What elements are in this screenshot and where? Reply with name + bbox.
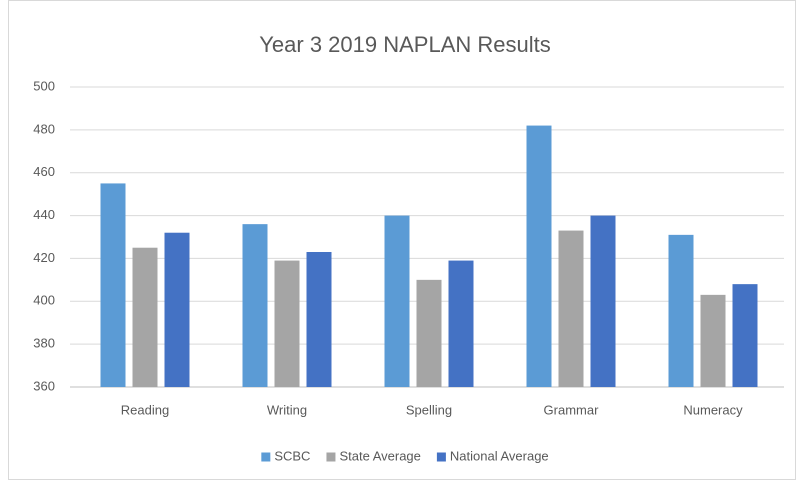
- y-tick-label: 480: [33, 121, 55, 136]
- bar: [242, 224, 268, 387]
- legend-swatch: [326, 452, 336, 462]
- legend-swatch: [436, 452, 446, 462]
- y-tick-label: 460: [33, 164, 55, 179]
- bar: [526, 125, 552, 388]
- legend-swatch: [261, 452, 271, 462]
- bar: [274, 260, 300, 387]
- x-tick-label: Spelling: [406, 402, 452, 417]
- legend-label: State Average: [339, 448, 420, 463]
- x-tick-label: Numeracy: [683, 402, 743, 417]
- y-tick-label: 420: [33, 250, 55, 265]
- y-tick-label: 360: [33, 378, 55, 393]
- legend-label: National Average: [450, 448, 549, 463]
- bar: [700, 294, 726, 387]
- legend-label: SCBC: [274, 448, 310, 463]
- bar: [384, 215, 410, 387]
- y-tick-label: 400: [33, 293, 55, 308]
- bar: [100, 183, 126, 387]
- bar: [732, 284, 758, 387]
- bar: [558, 230, 584, 387]
- bar: [164, 232, 190, 387]
- bar: [590, 215, 616, 387]
- bar: [448, 260, 474, 387]
- bar: [416, 279, 442, 387]
- x-tick-label: Writing: [267, 402, 307, 417]
- x-tick-label: Grammar: [544, 402, 600, 417]
- x-tick-label: Reading: [121, 402, 169, 417]
- chart-title: Year 3 2019 NAPLAN Results: [259, 32, 550, 57]
- bar: [668, 234, 694, 387]
- y-tick-label: 380: [33, 336, 55, 351]
- y-tick-label: 440: [33, 207, 55, 222]
- y-tick-label: 500: [33, 78, 55, 93]
- bar: [306, 252, 332, 387]
- bar: [132, 247, 158, 387]
